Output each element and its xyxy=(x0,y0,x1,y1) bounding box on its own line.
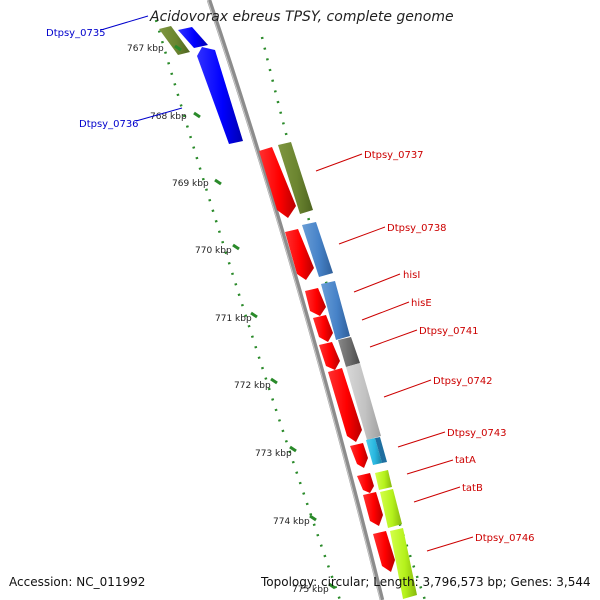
gene-arrow-dtpsy-0743 xyxy=(350,443,368,468)
gene-block-blue-top xyxy=(178,27,208,48)
forward-strand-genes xyxy=(159,26,243,144)
cog-block-steel-1 xyxy=(302,222,333,277)
kbp-tick-label: 772 kbp xyxy=(234,381,271,391)
gene-label[interactable]: Dtpsy_0743 xyxy=(447,428,507,439)
genome-title: Acidovorax ebreus TPSY, complete genome xyxy=(150,9,454,25)
gene-leader-line xyxy=(369,329,418,348)
gene-label[interactable]: Dtpsy_0746 xyxy=(475,533,535,544)
reverse-strand-genes xyxy=(259,147,395,572)
kbp-major-tick xyxy=(289,445,297,453)
kbp-major-tick xyxy=(309,514,317,522)
gene-label[interactable]: hisI xyxy=(403,270,420,281)
gene-leader-line xyxy=(413,486,461,503)
gene-label[interactable]: Dtpsy_0741 xyxy=(419,326,479,337)
cog-block-lime-1 xyxy=(375,470,392,490)
kbp-axis: 767 kbp 768 kbp 769 kbp 770 kbp 771 kbp 772 k… xyxy=(127,44,336,595)
inner-tick-track xyxy=(154,19,342,600)
gene-label[interactable]: tatB xyxy=(462,483,483,494)
gene-arrow-tata xyxy=(357,473,374,493)
gene-label[interactable]: Dtpsy_0742 xyxy=(433,376,493,387)
gene-label[interactable]: Dtpsy_0737 xyxy=(364,150,424,161)
kbp-tick-label: 775 kbp xyxy=(292,585,329,595)
gene-label[interactable]: Dtpsy_0735 xyxy=(46,28,106,39)
gene-leader-line xyxy=(406,459,454,475)
gene-arrow-dtpsy-0736 xyxy=(197,47,243,144)
gene-label[interactable]: tatA xyxy=(455,455,476,466)
kbp-major-tick xyxy=(250,311,258,319)
gene-leader-line xyxy=(397,431,446,448)
gene-leader-line xyxy=(135,107,183,122)
kbp-tick-label: 771 kbp xyxy=(215,314,252,324)
gene-leader-line xyxy=(383,379,432,398)
cog-blocks xyxy=(278,142,417,599)
cog-block-teal xyxy=(375,437,387,463)
gene-arrow-hise xyxy=(313,315,333,342)
gene-arrow-dtpsy-0746 xyxy=(373,531,395,572)
kbp-major-tick xyxy=(174,44,182,52)
accession-text: Accession: NC_011992 xyxy=(9,575,146,589)
kbp-major-tick xyxy=(232,243,240,251)
kbp-tick-label: 773 kbp xyxy=(255,449,292,459)
gene-leader-line xyxy=(315,153,363,172)
kbp-tick-label: 767 kbp xyxy=(127,44,164,54)
kbp-tick-label: 769 kbp xyxy=(172,179,209,189)
gene-arrow-dtpsy-0738 xyxy=(285,229,314,280)
kbp-tick-label: 768 kbp xyxy=(150,112,187,122)
gene-block-olive-top xyxy=(159,26,190,55)
kbp-major-tick xyxy=(214,178,222,186)
gene-label[interactable]: Dtpsy_0738 xyxy=(387,223,447,234)
kbp-major-tick xyxy=(270,377,278,385)
gene-leader-line xyxy=(353,273,401,293)
gene-leader-line xyxy=(426,536,474,552)
genome-summary-text: Topology: circular; Length: 3,796,573 bp… xyxy=(261,575,591,589)
kbp-major-tick xyxy=(193,111,201,119)
gene-arrow-dtpsy-0737 xyxy=(259,147,296,218)
cog-block-darkgray xyxy=(338,337,360,367)
gene-label[interactable]: Dtpsy_0736 xyxy=(79,119,139,130)
gene-arrow-dtpsy-0741 xyxy=(319,342,340,370)
cog-block-olive xyxy=(278,142,313,214)
genome-backbone-highlight xyxy=(207,0,381,600)
cog-block-cyan xyxy=(366,438,382,465)
gene-label[interactable]: hisE xyxy=(411,298,432,309)
gene-labels: Dtpsy_0735 Dtpsy_0736 Dtpsy_0737 Dtpsy_0738… xyxy=(46,15,535,552)
gene-leader-line xyxy=(100,15,149,31)
gene-arrow-hisi xyxy=(305,288,326,316)
genome-backbone xyxy=(206,0,385,600)
kbp-tick-label: 774 kbp xyxy=(273,517,310,527)
cog-block-steel-2 xyxy=(321,281,350,340)
cog-block-lightgray xyxy=(346,363,381,440)
cog-block-lime-3 xyxy=(390,528,417,599)
gene-arrow-tatb xyxy=(363,492,383,526)
cog-block-lime-2 xyxy=(380,489,402,528)
kbp-major-tick xyxy=(328,582,336,590)
gene-leader-line xyxy=(338,226,386,245)
gene-leader-line xyxy=(361,301,410,321)
kbp-tick-label: 770 kbp xyxy=(195,246,232,256)
gene-arrow-dtpsy-0742 xyxy=(328,368,362,442)
